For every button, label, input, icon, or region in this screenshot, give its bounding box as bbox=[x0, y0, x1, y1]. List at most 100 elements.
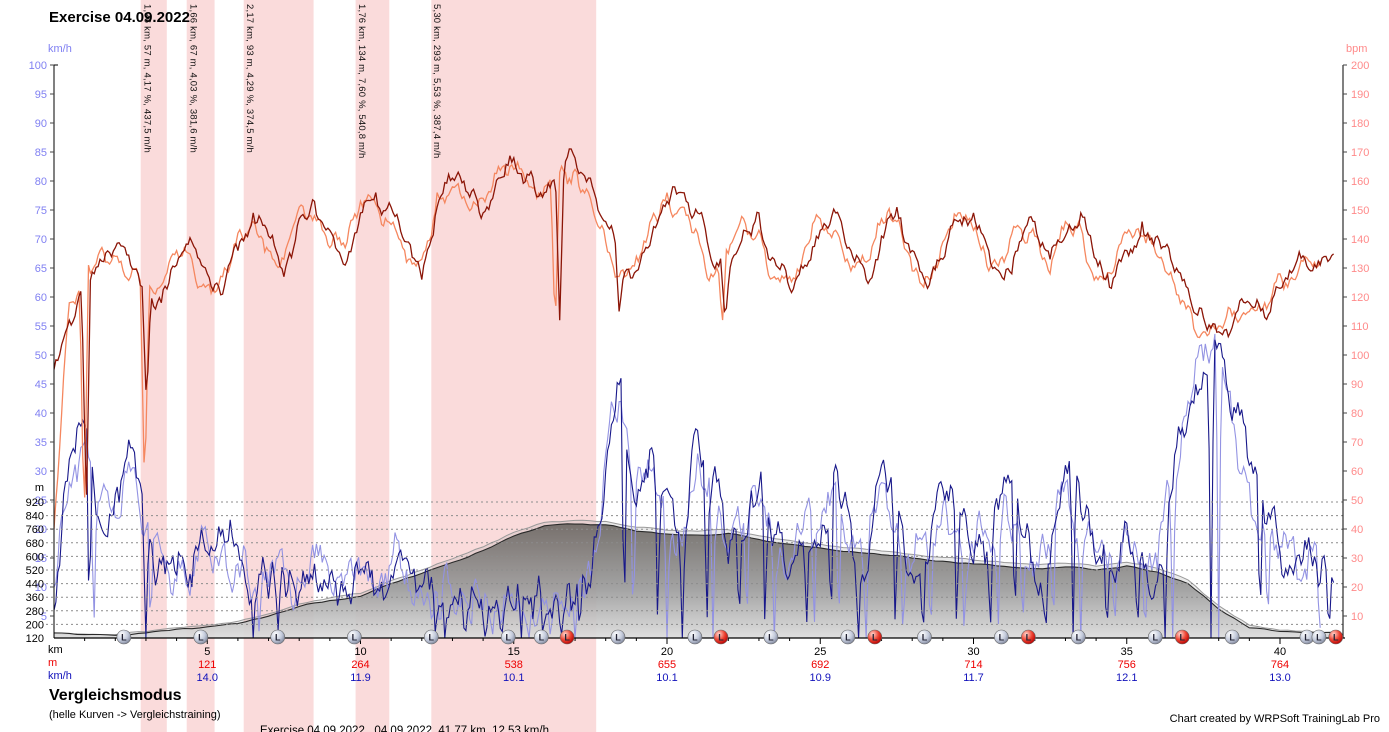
lap-marker-letter: L bbox=[1304, 633, 1310, 643]
speed-tick-label: 70 bbox=[35, 234, 47, 246]
lap-marker-red[interactable]: L bbox=[713, 629, 729, 645]
lap-marker-gray[interactable]: L bbox=[1299, 629, 1315, 645]
speed-tick-label: 15 bbox=[35, 553, 47, 565]
heart-rate-tick-label: 10 bbox=[1351, 611, 1363, 623]
lap-marker-gray[interactable]: L bbox=[840, 629, 856, 645]
elevation-tick-label: 600 bbox=[26, 551, 44, 563]
climb-annotation: 5,30 km, 293 m, 5,53 %, 387,4 m/h bbox=[431, 4, 443, 159]
lap-marker-letter: L bbox=[1229, 633, 1235, 643]
speed-main-curve bbox=[54, 339, 1335, 639]
lap-marker-red[interactable]: L bbox=[1021, 629, 1036, 645]
heart-rate-tick-label: 20 bbox=[1351, 582, 1363, 594]
average-speed-value: 10.1 bbox=[656, 672, 677, 684]
distance-tick-label: 15 bbox=[508, 646, 520, 658]
heart-rate-tick-label: 30 bbox=[1351, 553, 1363, 565]
lap-marker-gray[interactable]: L bbox=[1147, 629, 1163, 645]
lap-marker-gray[interactable]: L bbox=[116, 629, 132, 645]
speed-tick-label: 100 bbox=[29, 60, 47, 72]
lap-marker-letter: L bbox=[564, 633, 570, 643]
elevation-tick-label: 920 bbox=[26, 497, 44, 509]
lap-marker-letter: L bbox=[275, 633, 281, 643]
lap-marker-gray[interactable]: L bbox=[763, 629, 779, 645]
heart-rate-tick-label: 150 bbox=[1351, 205, 1369, 217]
comparison-mode-title: Vergleichsmodus bbox=[49, 687, 182, 704]
heart-rate-tick-label: 160 bbox=[1351, 176, 1369, 188]
speed-tick-label: 10 bbox=[35, 582, 47, 594]
heart-rate-tick-label: 110 bbox=[1351, 321, 1369, 333]
lap-marker-gray[interactable]: L bbox=[193, 629, 209, 645]
speed-tick-label: 20 bbox=[35, 524, 47, 536]
lap-marker-letter: L bbox=[999, 633, 1005, 643]
avg-speed-row-label: km/h bbox=[48, 670, 72, 682]
distance-tick-label: 10 bbox=[354, 646, 366, 658]
lap-marker-gray[interactable]: L bbox=[610, 629, 626, 645]
elevation-tick-label: 360 bbox=[26, 592, 44, 604]
heart-rate-tick-label: 50 bbox=[1351, 495, 1363, 507]
elevation-tick-label: 760 bbox=[26, 524, 44, 536]
climb-annotation: 1,66 km, 67 m, 4,03 %, 381,6 m/h bbox=[187, 4, 199, 153]
lap-marker-gray[interactable]: L bbox=[687, 629, 703, 645]
lap-marker-red[interactable]: L bbox=[559, 629, 575, 645]
lap-marker-gray[interactable]: L bbox=[347, 629, 362, 645]
lap-marker-letter: L bbox=[429, 633, 435, 643]
speed-tick-label: 75 bbox=[35, 205, 47, 217]
heart-rate-tick-label: 40 bbox=[1351, 524, 1363, 536]
lap-marker-letter: L bbox=[768, 633, 774, 643]
heart-rate-tick-label: 170 bbox=[1351, 147, 1369, 159]
legend: Exercise 04.09.2022, 04.09.2022, 41.77 k… bbox=[260, 691, 549, 732]
speed-tick-label: 90 bbox=[35, 118, 47, 130]
lap-marker-gray[interactable]: L bbox=[1224, 629, 1240, 645]
cumulative-climb-value: 121 bbox=[198, 659, 216, 671]
climb-row-label: m bbox=[48, 657, 58, 669]
heart-rate-tick-label: 70 bbox=[1351, 437, 1363, 449]
speed-tick-label: 5 bbox=[41, 611, 47, 623]
climb-band bbox=[186, 0, 215, 732]
average-speed-value: 11.9 bbox=[350, 672, 371, 684]
speed-tick-label: 55 bbox=[35, 321, 47, 333]
heart-rate_main-curve bbox=[54, 148, 1335, 495]
speed-tick-label: 35 bbox=[35, 437, 47, 449]
lap-marker-gray[interactable]: L bbox=[917, 629, 932, 645]
average-speed-value: 14.0 bbox=[197, 672, 218, 684]
elevation-tick-label: 520 bbox=[26, 565, 44, 577]
climb-annotation: 2,17 km, 93 m, 4,29 %, 374,5 m/h bbox=[244, 4, 256, 153]
lap-marker-red[interactable]: L bbox=[1174, 629, 1190, 645]
legend-entry-main: Exercise 04.09.2022, 04.09.2022, 41.77 k… bbox=[260, 725, 549, 732]
lap-marker-letter: L bbox=[872, 633, 878, 643]
speed-tick-label: 95 bbox=[35, 89, 47, 101]
speed-tick-label: 45 bbox=[35, 379, 47, 391]
lap-marker-gray[interactable]: L bbox=[270, 629, 286, 645]
cumulative-climb-value: 714 bbox=[964, 659, 982, 671]
speed-axis-title: km/h bbox=[48, 43, 72, 55]
lap-marker-letter: L bbox=[845, 633, 851, 643]
lap-marker-letter: L bbox=[1333, 633, 1339, 643]
page-title: Exercise 04.09.2022 bbox=[49, 9, 190, 26]
watermark-credit: Chart created by WRPSoft TrainingLab Pro bbox=[1169, 713, 1380, 725]
distance-tick-label: 25 bbox=[814, 646, 826, 658]
lap-marker-gray[interactable]: L bbox=[500, 629, 516, 645]
cumulative-climb-value: 655 bbox=[658, 659, 676, 671]
heart-rate-axis-title: bpm bbox=[1346, 43, 1368, 55]
lap-marker-red[interactable]: L bbox=[1328, 629, 1344, 645]
cumulative-climb-value: 764 bbox=[1271, 659, 1289, 671]
cumulative-climb-value: 264 bbox=[351, 659, 369, 671]
average-speed-value: 10.1 bbox=[503, 672, 524, 684]
elevation-tick-label: 200 bbox=[26, 619, 44, 631]
elevation-tick-label: 120 bbox=[26, 633, 44, 645]
distance-tick-label: 40 bbox=[1274, 646, 1286, 658]
lap-marker-letter: L bbox=[352, 633, 358, 643]
lap-marker-red[interactable]: L bbox=[867, 629, 883, 645]
lap-marker-gray[interactable]: L bbox=[424, 629, 439, 645]
lap-marker-gray[interactable]: L bbox=[1071, 629, 1086, 645]
lap-marker-letter: L bbox=[198, 633, 204, 643]
lap-marker-gray[interactable]: L bbox=[994, 629, 1009, 645]
distance-tick-label: 30 bbox=[967, 646, 979, 658]
lap-marker-gray[interactable]: L bbox=[1311, 629, 1327, 645]
heart-rate-tick-label: 120 bbox=[1351, 292, 1369, 304]
average-speed-value: 13.0 bbox=[1269, 672, 1290, 684]
elevation-tick-label: 680 bbox=[26, 538, 44, 550]
cumulative-climb-value: 538 bbox=[505, 659, 523, 671]
lap-marker-gray[interactable]: L bbox=[534, 629, 549, 645]
